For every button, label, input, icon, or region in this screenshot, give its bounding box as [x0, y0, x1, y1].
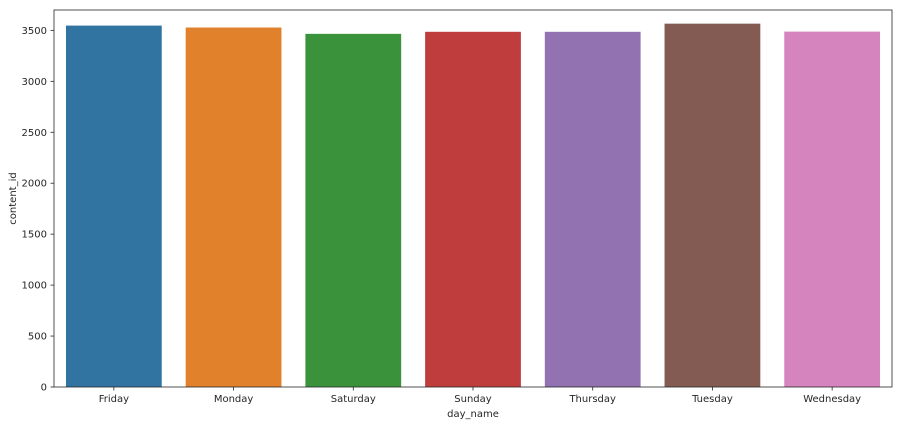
x-tick-label: Sunday	[454, 394, 491, 405]
x-tick-label: Tuesday	[691, 394, 733, 405]
x-axis: Friday Monday Saturday Sunday Thursday Tuesda…	[99, 387, 861, 405]
x-tick-label: Monday	[214, 394, 254, 405]
bar-monday	[185, 27, 282, 388]
bar-sunday	[425, 31, 521, 387]
y-tick-label: 500	[28, 332, 47, 343]
y-tick-label: 2500	[22, 128, 47, 139]
y-axis: 0 500 1000 1500 2000 2500 3000 3500	[22, 26, 54, 394]
bar-saturday	[305, 33, 402, 387]
bar-friday	[65, 25, 162, 388]
x-tick-label: Saturday	[331, 394, 376, 405]
bar-wednesday	[784, 31, 881, 388]
x-axis-label: day_name	[447, 409, 499, 420]
y-tick-label: 3000	[22, 77, 47, 88]
y-tick-label: 0	[41, 383, 47, 394]
y-tick-label: 3500	[22, 26, 47, 37]
x-tick-label: Friday	[99, 394, 129, 405]
x-tick-label: Wednesday	[803, 394, 861, 405]
bar-thursday	[544, 31, 641, 387]
y-tick-label: 1500	[22, 230, 47, 241]
bars-group	[65, 23, 881, 388]
bar-tuesday	[664, 23, 761, 388]
x-tick-label: Thursday	[568, 394, 616, 405]
y-tick-label: 2000	[22, 179, 47, 190]
y-axis-label: content_id	[8, 172, 19, 224]
y-tick-label: 1000	[22, 281, 47, 292]
